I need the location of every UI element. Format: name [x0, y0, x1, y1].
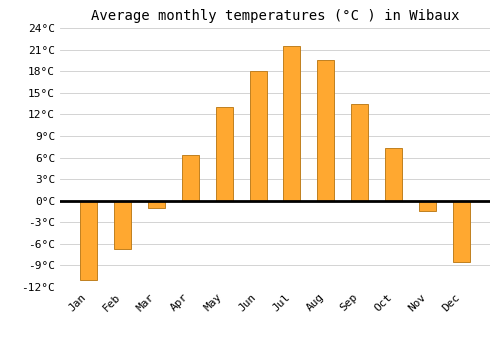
Bar: [454, 201, 470, 262]
Bar: [114, 201, 130, 249]
Bar: [420, 201, 436, 211]
Bar: [352, 104, 368, 201]
Bar: [250, 71, 266, 201]
Bar: [148, 201, 164, 208]
Bar: [318, 60, 334, 201]
Bar: [216, 107, 232, 201]
Bar: [182, 155, 198, 201]
Bar: [80, 201, 96, 280]
Bar: [284, 46, 300, 201]
Title: Average monthly temperatures (°C ) in Wibaux: Average monthly temperatures (°C ) in Wi…: [91, 9, 459, 23]
Bar: [386, 148, 402, 201]
